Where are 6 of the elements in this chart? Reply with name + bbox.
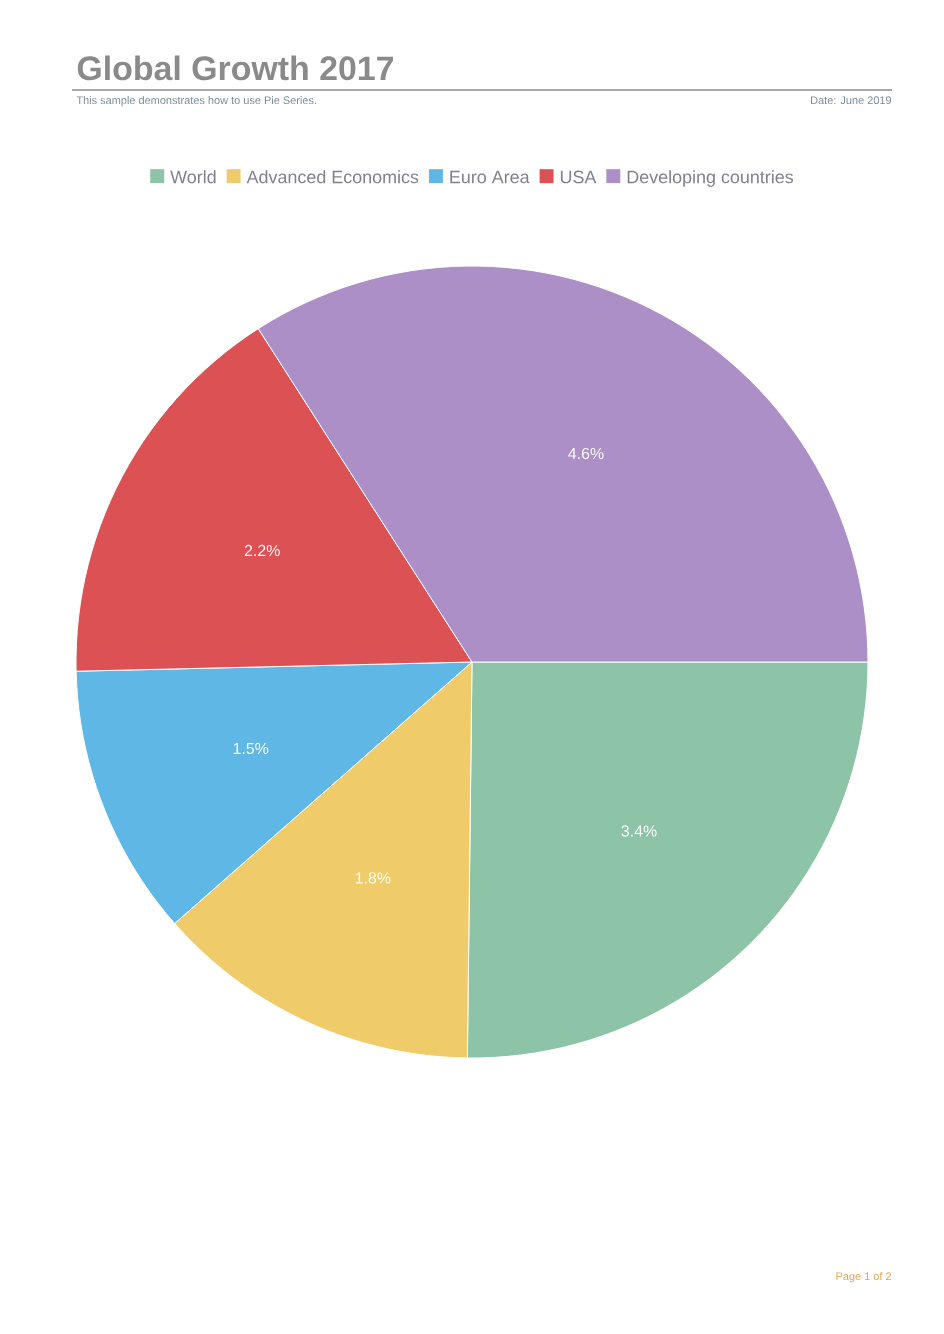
legend-label: USA — [560, 170, 597, 184]
chart-title: Global Growth 2017 — [77, 55, 394, 81]
legend-label: Euro Area — [450, 170, 530, 184]
legend-label: Developing countries — [627, 170, 794, 187]
legend-label: Advanced Economics — [246, 170, 419, 184]
legend-label: World — [170, 170, 216, 184]
